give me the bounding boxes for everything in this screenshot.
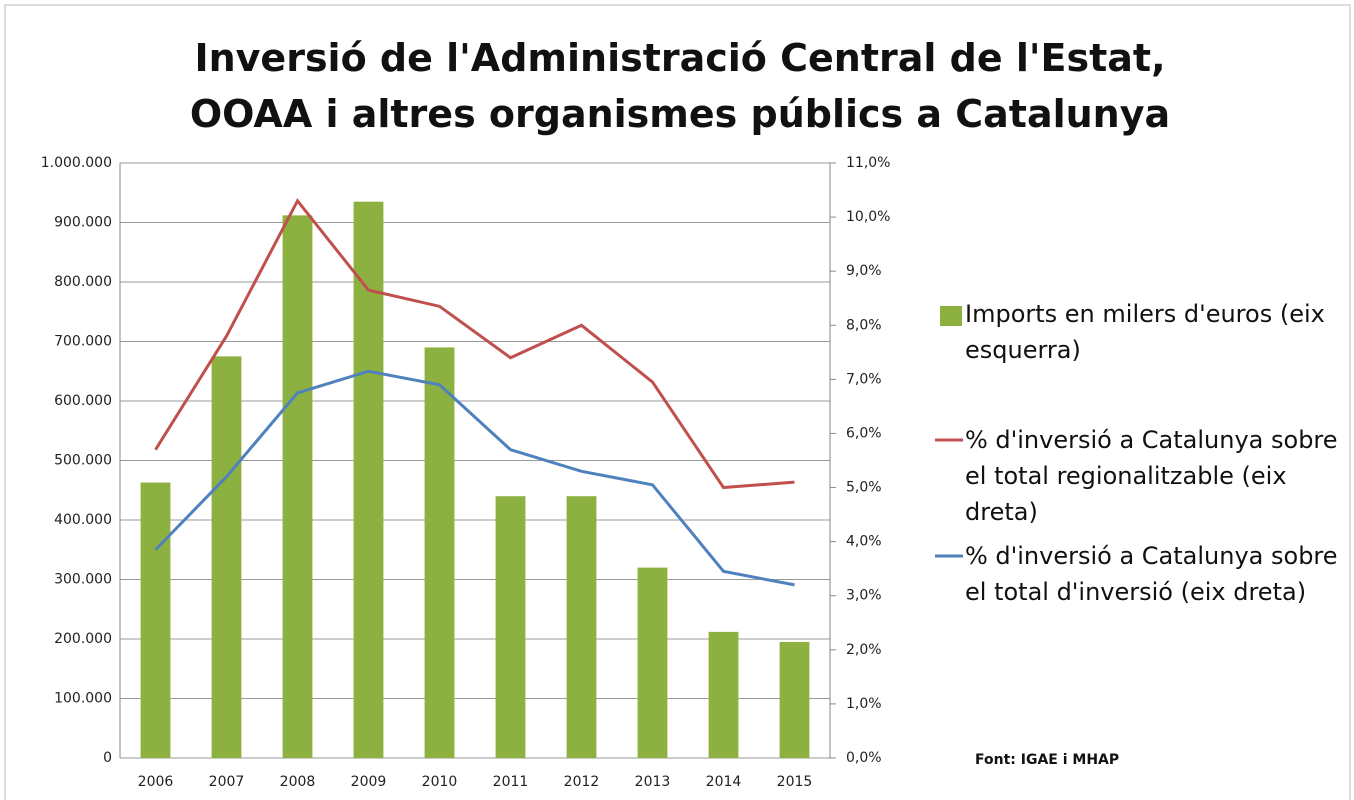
x-tick-label: 2012 bbox=[564, 774, 600, 790]
bar bbox=[495, 496, 526, 758]
bar bbox=[211, 356, 242, 758]
legend-label: % d'inversió a Catalunya sobre el total … bbox=[965, 542, 1338, 606]
y-tick-label: 1.000.000 bbox=[41, 155, 112, 171]
frame bbox=[4, 4, 1351, 800]
x-tick-label: 2009 bbox=[351, 774, 387, 790]
legend-marker bbox=[940, 306, 962, 326]
legend-label: Imports en milers d'euros (eix esquerra) bbox=[965, 300, 1325, 364]
x-tick-label: 2007 bbox=[209, 774, 245, 790]
y2-tick-label: 2,0% bbox=[846, 642, 882, 658]
x-tick-label: 2010 bbox=[422, 774, 458, 790]
y2-tick-label: 1,0% bbox=[846, 696, 882, 712]
bar bbox=[779, 641, 810, 758]
bar bbox=[566, 496, 597, 758]
y2-tick-label: 11,0% bbox=[846, 155, 890, 171]
bar bbox=[353, 201, 384, 759]
y-tick-label: 800.000 bbox=[54, 274, 112, 290]
y2-tick-label: 4,0% bbox=[846, 534, 882, 550]
y2-tick-label: 0,0% bbox=[846, 750, 882, 766]
bar bbox=[424, 347, 455, 758]
y-tick-label: 700.000 bbox=[54, 334, 112, 350]
x-tick-label: 2014 bbox=[706, 774, 742, 790]
y-tick-label: 100.000 bbox=[54, 691, 112, 707]
y-tick-label: 300.000 bbox=[54, 572, 112, 588]
annotation: Font: IGAE i MHAP bbox=[975, 752, 1120, 768]
bar bbox=[637, 567, 668, 758]
line bbox=[154, 369, 795, 587]
y-tick-label: 200.000 bbox=[54, 631, 112, 647]
y-tick-label: 0 bbox=[103, 750, 112, 766]
legend-label: % d'inversió a Catalunya sobre el total … bbox=[965, 426, 1338, 526]
x-tick-label: 2015 bbox=[777, 774, 813, 790]
y-tick-label: 400.000 bbox=[54, 512, 112, 528]
y2-tick-label: 10,0% bbox=[846, 209, 890, 225]
y2-tick-label: 6,0% bbox=[846, 425, 882, 441]
y2-tick-label: 8,0% bbox=[846, 317, 882, 333]
x-tick-label: 2011 bbox=[493, 774, 529, 790]
x-tick-label: 2013 bbox=[635, 774, 671, 790]
y-tick-label: 500.000 bbox=[54, 453, 112, 469]
line bbox=[154, 198, 795, 490]
y2-tick-label: 9,0% bbox=[846, 263, 882, 279]
x-tick-label: 2008 bbox=[280, 774, 316, 790]
y2-tick-label: 3,0% bbox=[846, 588, 882, 604]
y2-tick-label: 5,0% bbox=[846, 480, 882, 496]
bar bbox=[140, 482, 171, 758]
bar bbox=[282, 215, 313, 759]
x-tick-label: 2006 bbox=[138, 774, 174, 790]
y2-tick-label: 7,0% bbox=[846, 371, 882, 387]
chart-title: Inversió de l'Administració Central de l… bbox=[189, 36, 1171, 136]
bar bbox=[708, 631, 739, 758]
y-tick-label: 900.000 bbox=[54, 215, 112, 231]
y-tick-label: 600.000 bbox=[54, 393, 112, 409]
